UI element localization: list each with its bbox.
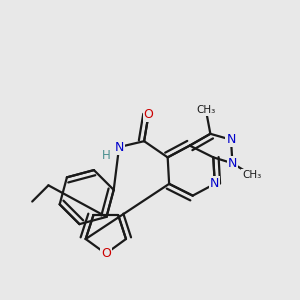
Text: O: O (144, 108, 154, 121)
Text: CH₃: CH₃ (242, 170, 261, 180)
Text: N: N (210, 177, 220, 190)
Text: N: N (228, 157, 237, 170)
Text: N: N (114, 141, 124, 154)
Text: H: H (101, 149, 110, 162)
Text: O: O (101, 247, 111, 260)
Text: CH₃: CH₃ (196, 105, 216, 115)
Text: N: N (226, 133, 236, 146)
